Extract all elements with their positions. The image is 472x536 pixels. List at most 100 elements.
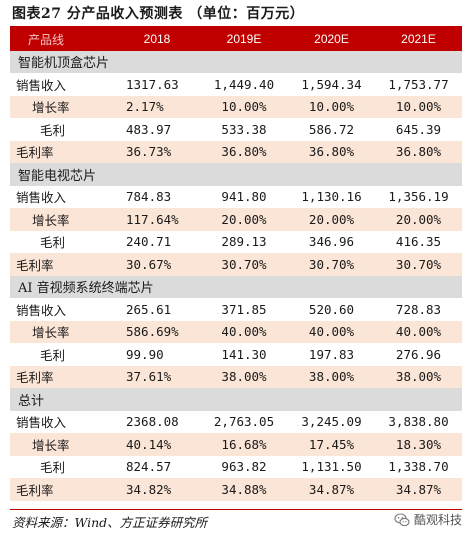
row-label: 毛利 [10, 230, 114, 253]
table-row: 销售收入 1317.63 1,449.40 1,594.34 1,753.77 [10, 73, 462, 96]
row-label: 增长率 [10, 320, 114, 343]
forecast-table: 产品线 2018 2019E 2020E 2021E 智能机顶盒芯片 销售收入 13… [10, 28, 462, 501]
value-cell: 265.61 [114, 298, 200, 321]
value-cell: 30.70% [288, 253, 375, 276]
value-cell: 1,356.19 [375, 185, 462, 208]
value-cell: 17.45% [288, 433, 375, 456]
row-label: 毛利 [10, 343, 114, 366]
header-cell-2020e: 2020E [288, 28, 375, 51]
section-title: 总计 [10, 388, 462, 411]
value-cell: 20.00% [200, 208, 288, 231]
value-cell: 37.61% [114, 365, 200, 388]
section-row: 智能机顶盒芯片 [10, 50, 462, 73]
value-cell: 38.00% [375, 365, 462, 388]
value-cell: 728.83 [375, 298, 462, 321]
value-cell: 240.71 [114, 230, 200, 253]
section-row: 智能电视芯片 [10, 163, 462, 186]
value-cell: 520.60 [288, 298, 375, 321]
value-cell: 36.80% [288, 140, 375, 163]
value-cell: 289.13 [200, 230, 288, 253]
row-label: 销售收入 [10, 410, 114, 433]
value-cell: 117.64% [114, 208, 200, 231]
value-cell: 40.14% [114, 433, 200, 456]
footer-divider [10, 509, 462, 510]
table-row: 增长率 117.64% 20.00% 20.00% 20.00% [10, 208, 462, 231]
value-cell: 40.00% [288, 320, 375, 343]
table-row: 毛利率 37.61% 38.00% 38.00% 38.00% [10, 365, 462, 388]
value-cell: 10.00% [200, 95, 288, 118]
value-cell: 2368.08 [114, 410, 200, 433]
table-row: 毛利率 36.73% 36.80% 36.80% 36.80% [10, 140, 462, 163]
value-cell: 34.87% [288, 478, 375, 501]
table-row: 销售收入 2368.08 2,763.05 3,245.09 3,838.80 [10, 410, 462, 433]
table-row: 毛利率 30.67% 30.70% 30.70% 30.70% [10, 253, 462, 276]
value-cell: 784.83 [114, 185, 200, 208]
value-cell: 1,449.40 [200, 73, 288, 96]
watermark-text: 酷观科技 [413, 513, 462, 527]
section-title: AI 音视频系统终端芯片 [10, 275, 462, 298]
table-row: 毛利率 34.82% 34.88% 34.87% 34.87% [10, 478, 462, 501]
value-cell: 941.80 [200, 185, 288, 208]
header-cell-2019e: 2019E [200, 28, 288, 51]
table-row: 毛利 99.90 141.30 197.83 276.96 [10, 343, 462, 366]
row-label: 毛利率 [10, 365, 114, 388]
section-row: AI 音视频系统终端芯片 [10, 275, 462, 298]
value-cell: 3,245.09 [288, 410, 375, 433]
row-label: 毛利率 [10, 478, 114, 501]
value-cell: 38.00% [288, 365, 375, 388]
table-row: 增长率 2.17% 10.00% 10.00% 10.00% [10, 95, 462, 118]
value-cell: 483.97 [114, 118, 200, 141]
value-cell: 30.70% [375, 253, 462, 276]
value-cell: 586.69% [114, 320, 200, 343]
value-cell: 1,594.34 [288, 73, 375, 96]
value-cell: 2,763.05 [200, 410, 288, 433]
header-cell-2021e: 2021E [375, 28, 462, 51]
section-row: 总计 [10, 388, 462, 411]
table-row: 增长率 586.69% 40.00% 40.00% 40.00% [10, 320, 462, 343]
value-cell: 30.70% [200, 253, 288, 276]
value-cell: 99.90 [114, 343, 200, 366]
header-cell-product: 产品线 [10, 28, 114, 51]
value-cell: 645.39 [375, 118, 462, 141]
value-cell: 1,130.16 [288, 185, 375, 208]
value-cell: 2.17% [114, 95, 200, 118]
value-cell: 20.00% [375, 208, 462, 231]
value-cell: 141.30 [200, 343, 288, 366]
value-cell: 40.00% [200, 320, 288, 343]
value-cell: 586.72 [288, 118, 375, 141]
table-row: 增长率 40.14% 16.68% 17.45% 18.30% [10, 433, 462, 456]
value-cell: 346.96 [288, 230, 375, 253]
value-cell: 30.67% [114, 253, 200, 276]
value-cell: 36.80% [375, 140, 462, 163]
wechat-icon [394, 512, 410, 526]
row-label: 毛利 [10, 455, 114, 478]
table-body: 智能机顶盒芯片 销售收入 1317.63 1,449.40 1,594.34 1,753.… [10, 50, 462, 501]
row-label: 毛利 [10, 118, 114, 141]
section-title: 智能机顶盒芯片 [10, 50, 462, 73]
value-cell: 1,338.70 [375, 455, 462, 478]
value-cell: 963.82 [200, 455, 288, 478]
value-cell: 18.30% [375, 433, 462, 456]
value-cell: 34.82% [114, 478, 200, 501]
table-row: 销售收入 784.83 941.80 1,130.16 1,356.19 [10, 185, 462, 208]
value-cell: 3,838.80 [375, 410, 462, 433]
value-cell: 371.85 [200, 298, 288, 321]
value-cell: 1,131.50 [288, 455, 375, 478]
header-row: 产品线 2018 2019E 2020E 2021E [10, 28, 462, 51]
value-cell: 40.00% [375, 320, 462, 343]
table-row: 毛利 824.57 963.82 1,131.50 1,338.70 [10, 455, 462, 478]
row-label: 增长率 [10, 433, 114, 456]
value-cell: 416.35 [375, 230, 462, 253]
value-cell: 824.57 [114, 455, 200, 478]
value-cell: 1317.63 [114, 73, 200, 96]
value-cell: 34.88% [200, 478, 288, 501]
value-cell: 36.80% [200, 140, 288, 163]
row-label: 销售收入 [10, 73, 114, 96]
header-cell-2018: 2018 [114, 28, 200, 51]
value-cell: 533.38 [200, 118, 288, 141]
source-note: 资料来源：Wind、方正证券研究所 [12, 515, 208, 530]
value-cell: 1,753.77 [375, 73, 462, 96]
value-cell: 10.00% [288, 95, 375, 118]
row-label: 毛利率 [10, 140, 114, 163]
value-cell: 10.00% [375, 95, 462, 118]
